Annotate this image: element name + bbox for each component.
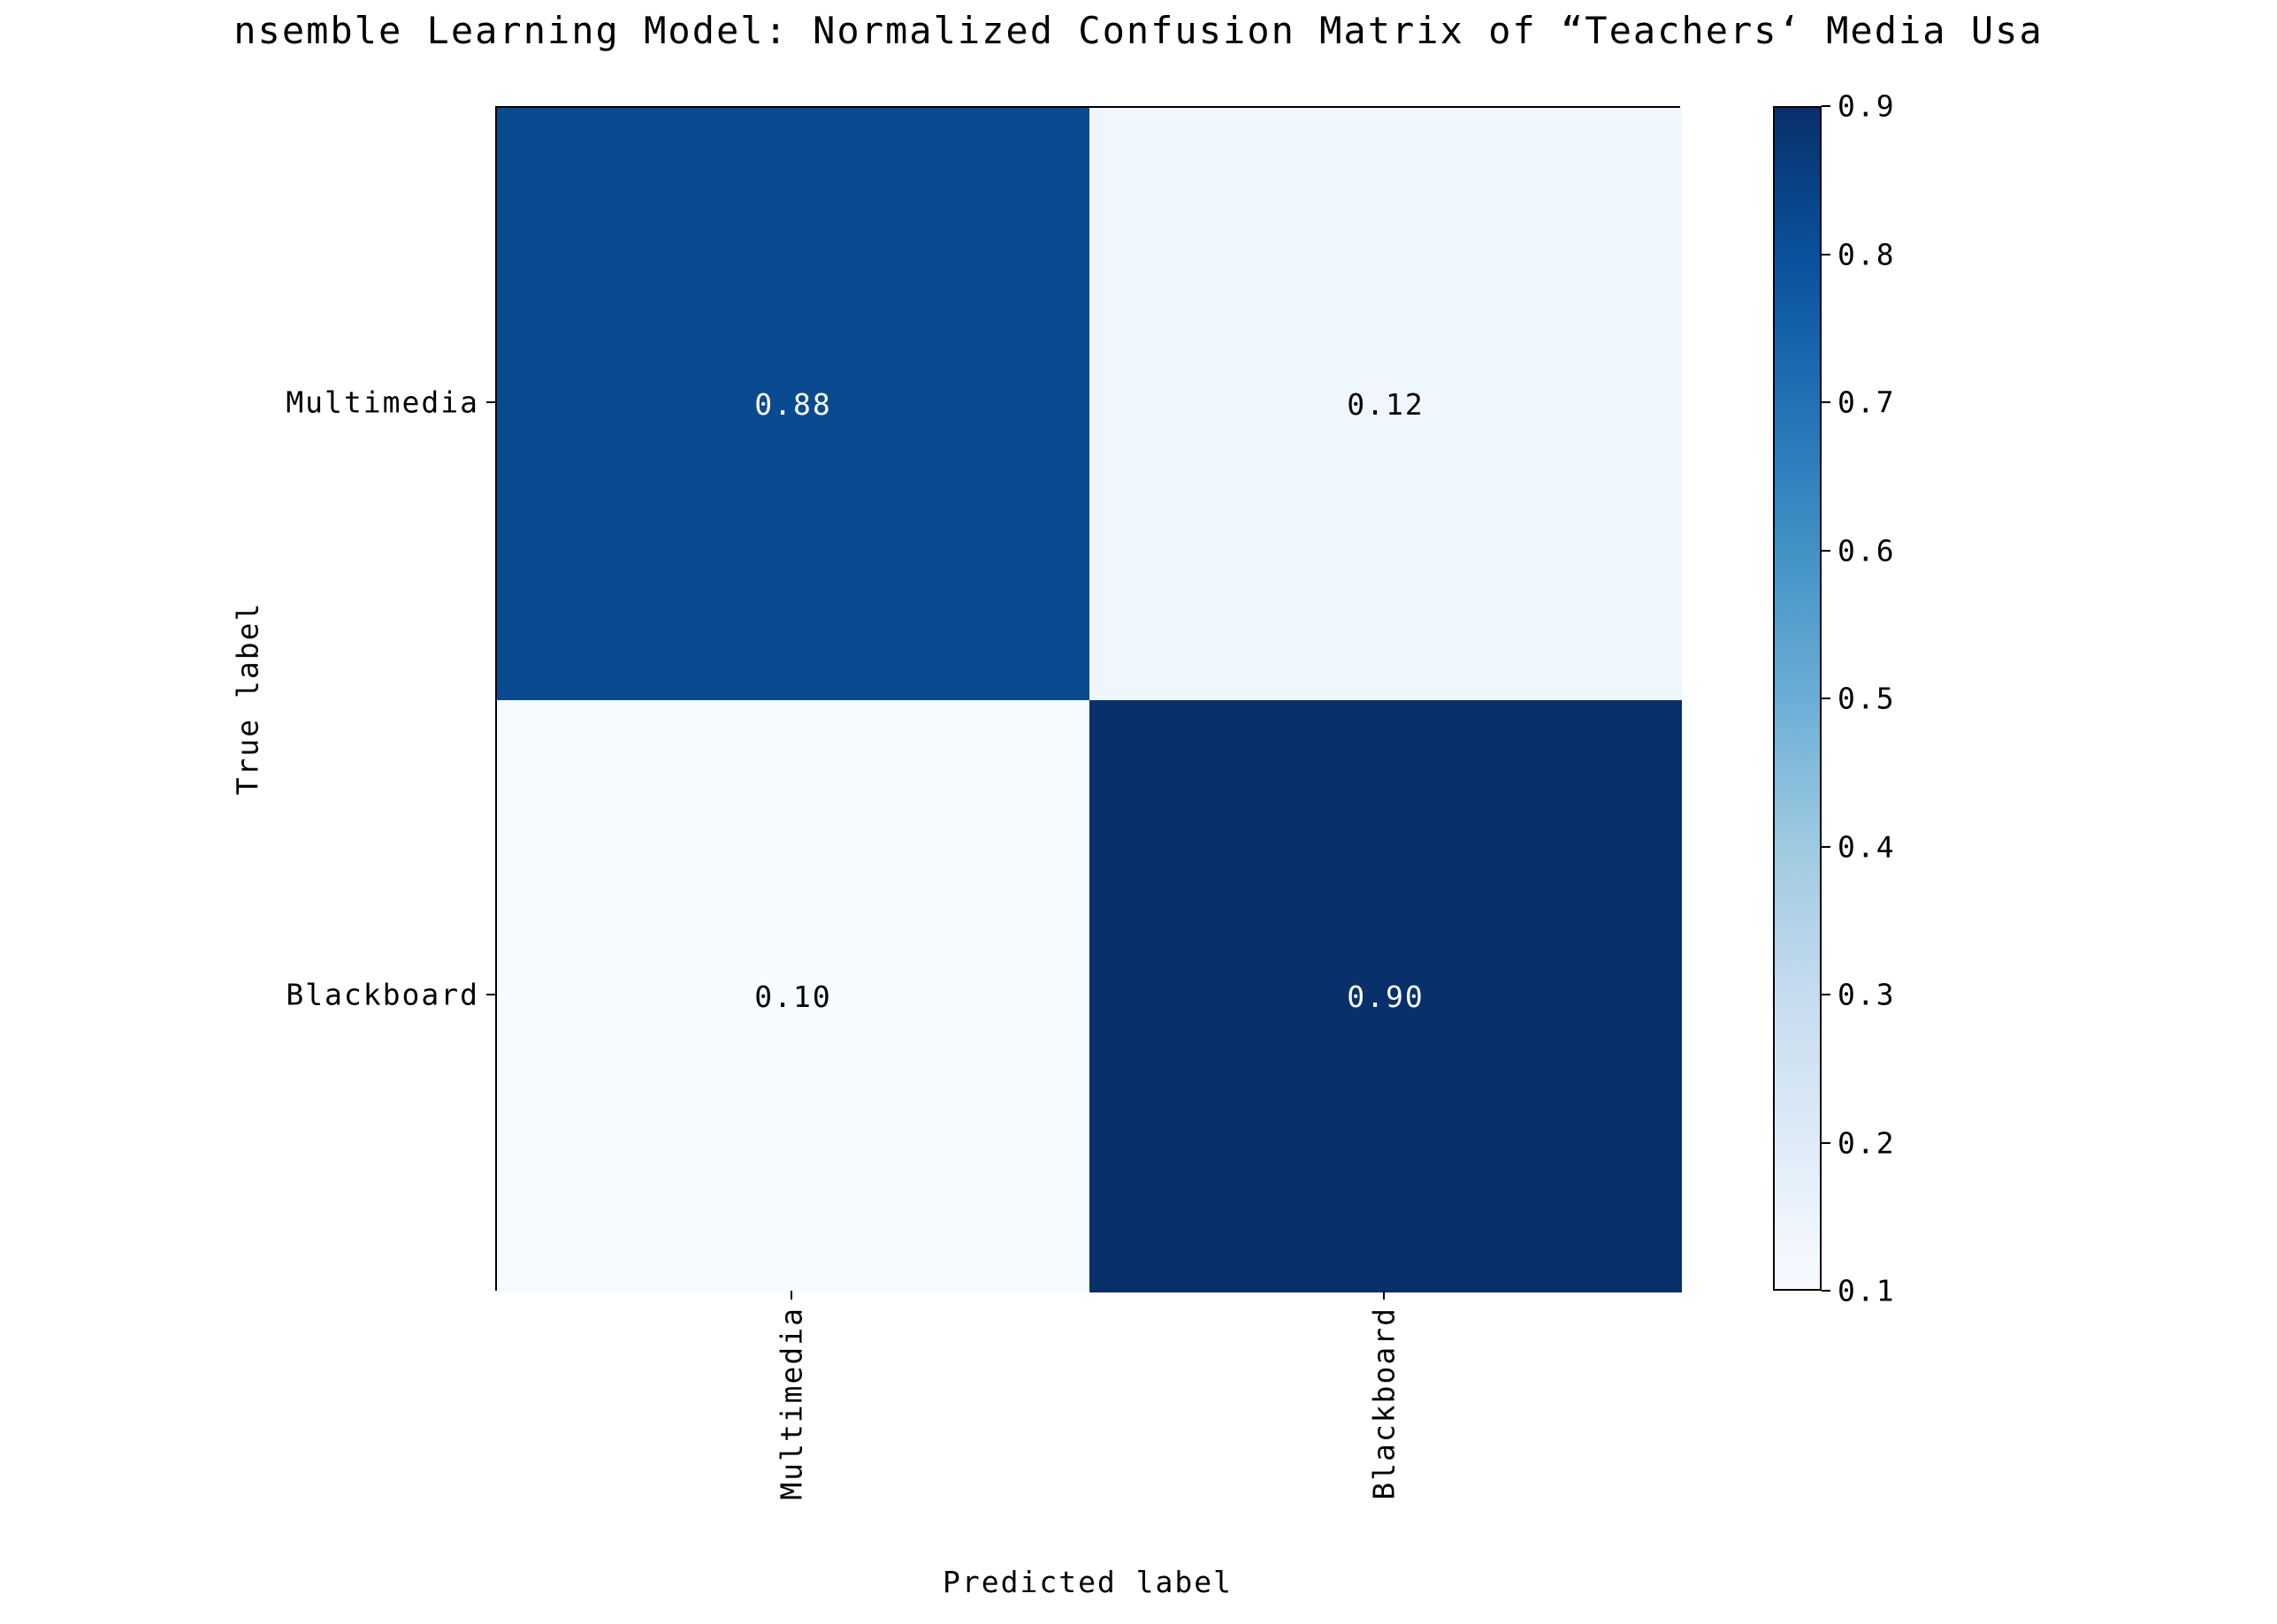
tick-mark xyxy=(1822,105,1830,107)
x-axis-label: Predicted label xyxy=(943,1565,1233,1599)
colorbar-tick-label: 0.6 xyxy=(1838,533,1896,568)
tick-mark xyxy=(1822,1142,1830,1144)
colorbar xyxy=(1773,106,1822,1291)
y-tick-label: Blackboard xyxy=(286,978,479,1012)
heatmap-cell: 0.12 xyxy=(1089,108,1682,700)
tick-mark xyxy=(1822,550,1830,552)
x-tick-label: Blackboard xyxy=(1367,1307,1402,1500)
heatmap-plot: 0.88 0.12 0.10 0.90 xyxy=(495,106,1680,1291)
colorbar-tick-label: 0.9 xyxy=(1838,89,1896,124)
tick-mark xyxy=(486,994,495,995)
tick-mark xyxy=(1822,254,1830,255)
colorbar-tick-label: 0.2 xyxy=(1838,1125,1896,1160)
tick-mark xyxy=(1822,401,1830,403)
heatmap-cell-value: 0.10 xyxy=(754,980,831,1014)
tick-mark xyxy=(1822,994,1830,995)
tick-mark xyxy=(1822,1290,1830,1292)
tick-mark xyxy=(1383,1291,1385,1300)
heatmap-cell-value: 0.88 xyxy=(754,387,831,422)
y-tick-label: Multimedia xyxy=(286,385,479,420)
y-axis-label: True label xyxy=(231,602,265,796)
x-tick-label: Multimedia xyxy=(775,1307,809,1500)
chart-title: nsemble Learning Model: Normalized Confu… xyxy=(0,9,2277,52)
tick-mark xyxy=(1822,846,1830,848)
tick-mark xyxy=(1822,698,1830,699)
colorbar-tick-label: 0.4 xyxy=(1838,829,1896,864)
colorbar-tick-label: 0.7 xyxy=(1838,385,1896,420)
colorbar-tick-label: 0.3 xyxy=(1838,978,1896,1012)
heatmap-cell: 0.10 xyxy=(497,700,1089,1292)
heatmap-cell: 0.88 xyxy=(497,108,1089,700)
tick-mark xyxy=(791,1291,792,1300)
heatmap-cell: 0.90 xyxy=(1089,700,1682,1292)
colorbar-tick-label: 0.1 xyxy=(1838,1274,1896,1308)
colorbar-tick-label: 0.5 xyxy=(1838,682,1896,716)
heatmap-cell-value: 0.12 xyxy=(1347,387,1424,422)
tick-mark xyxy=(486,401,495,403)
heatmap-cell-value: 0.90 xyxy=(1347,980,1424,1014)
colorbar-tick-label: 0.8 xyxy=(1838,237,1896,271)
